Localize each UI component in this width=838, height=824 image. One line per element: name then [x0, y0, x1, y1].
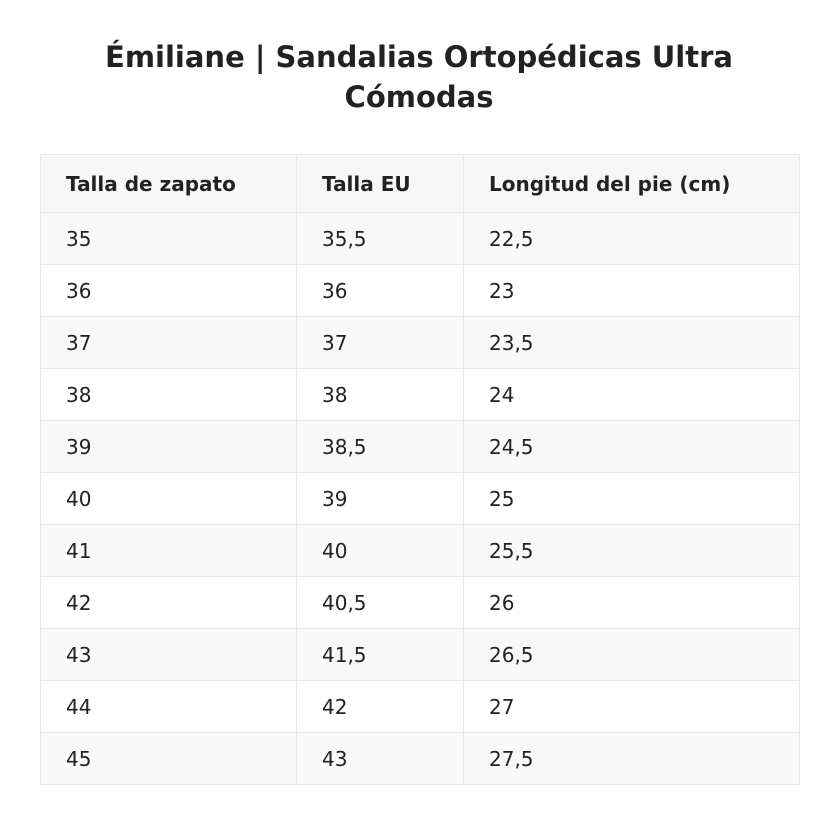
- cell-shoe-size: 45: [40, 732, 297, 785]
- cell-shoe-size: 38: [40, 368, 297, 421]
- cell-eu-size: 43: [296, 732, 464, 785]
- table-row: 41 40 25,5: [40, 524, 800, 577]
- page-title: Émiliane | Sandalias Ortopédicas Ultra C…: [105, 40, 733, 114]
- table-row: 45 43 27,5: [40, 732, 800, 785]
- cell-eu-size: 37: [296, 316, 464, 369]
- cell-eu-size: 41,5: [296, 628, 464, 681]
- cell-foot-length: 24,5: [463, 420, 800, 473]
- header-row: Talla de zapato Talla EU Longitud del pi…: [40, 154, 800, 213]
- table-row: 44 42 27: [40, 680, 800, 733]
- cell-shoe-size: 41: [40, 524, 297, 577]
- size-table: Talla de zapato Talla EU Longitud del pi…: [40, 154, 800, 785]
- cell-foot-length: 23,5: [463, 316, 800, 369]
- cell-shoe-size: 40: [40, 472, 297, 525]
- table-body: 35 35,5 22,5 36 36 23 37 37 23,5 38 38 24 39 38,5 24,5…: [40, 212, 800, 785]
- cell-eu-size: 40: [296, 524, 464, 577]
- cell-foot-length: 22,5: [463, 212, 800, 265]
- cell-foot-length: 23: [463, 264, 800, 317]
- cell-shoe-size: 44: [40, 680, 297, 733]
- cell-shoe-size: 35: [40, 212, 297, 265]
- cell-eu-size: 38,5: [296, 420, 464, 473]
- cell-eu-size: 42: [296, 680, 464, 733]
- cell-foot-length: 25,5: [463, 524, 800, 577]
- cell-eu-size: 39: [296, 472, 464, 525]
- cell-foot-length: 26: [463, 576, 800, 629]
- table-row: 40 39 25: [40, 472, 800, 525]
- header-shoe-size: Talla de zapato: [40, 154, 297, 213]
- table-row: 43 41,5 26,5: [40, 628, 800, 681]
- header-eu-size: Talla EU: [296, 154, 464, 213]
- cell-foot-length: 26,5: [463, 628, 800, 681]
- table-row: 38 38 24: [40, 368, 800, 421]
- cell-eu-size: 35,5: [296, 212, 464, 265]
- cell-foot-length: 27: [463, 680, 800, 733]
- cell-shoe-size: 36: [40, 264, 297, 317]
- table-row: 35 35,5 22,5: [40, 212, 800, 265]
- table-header: Talla de zapato Talla EU Longitud del pi…: [40, 154, 800, 213]
- cell-foot-length: 27,5: [463, 732, 800, 785]
- cell-eu-size: 36: [296, 264, 464, 317]
- cell-shoe-size: 39: [40, 420, 297, 473]
- table-row: 42 40,5 26: [40, 576, 800, 629]
- cell-foot-length: 25: [463, 472, 800, 525]
- header-foot-length: Longitud del pie (cm): [463, 154, 800, 213]
- table-row: 39 38,5 24,5: [40, 420, 800, 473]
- cell-shoe-size: 37: [40, 316, 297, 369]
- table-row: 36 36 23: [40, 264, 800, 317]
- cell-eu-size: 40,5: [296, 576, 464, 629]
- cell-eu-size: 38: [296, 368, 464, 421]
- cell-shoe-size: 42: [40, 576, 297, 629]
- table-row: 37 37 23,5: [40, 316, 800, 369]
- cell-foot-length: 24: [463, 368, 800, 421]
- cell-shoe-size: 43: [40, 628, 297, 681]
